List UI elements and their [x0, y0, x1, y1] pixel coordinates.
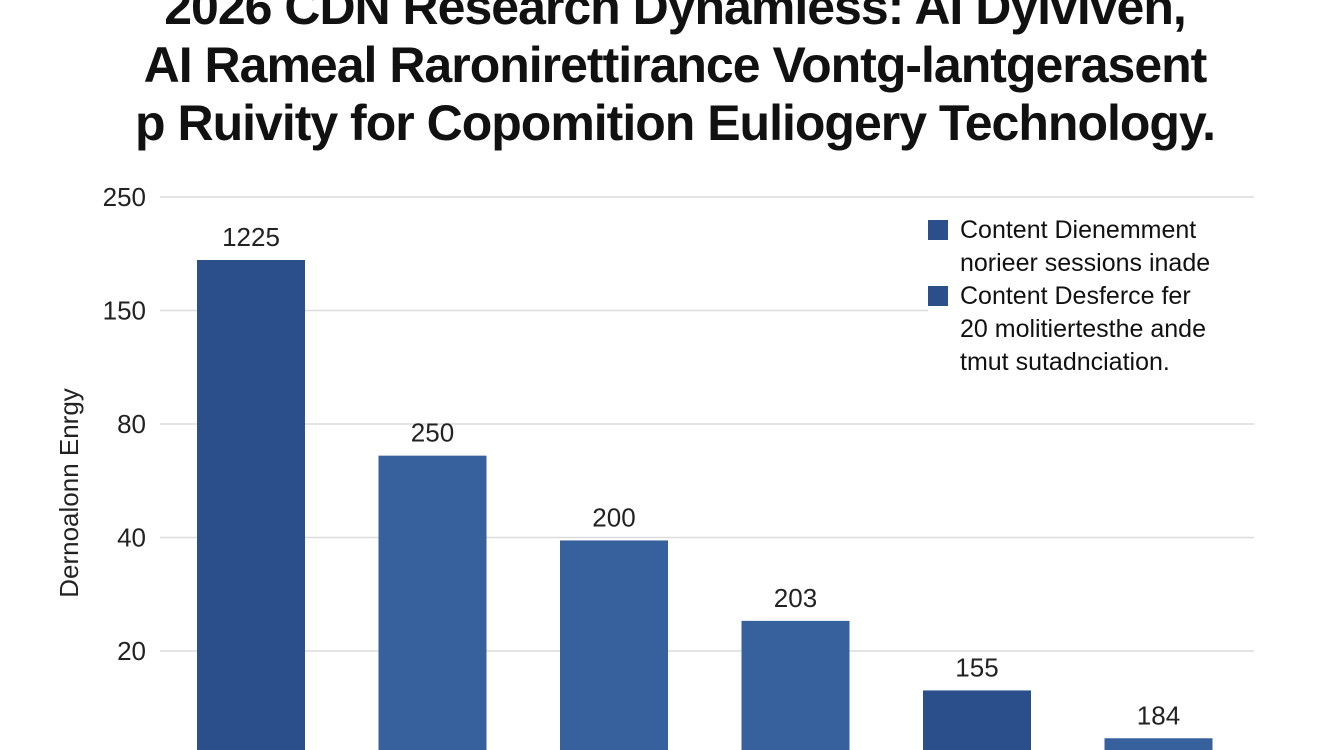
bar: [560, 540, 668, 750]
bar: [741, 620, 850, 750]
legend-item: Content Dienemment norieer sessions inad…: [928, 214, 1288, 280]
title-line-1: 2026 CDN Research Dynamiess: AI Dyiviven…: [164, 0, 1187, 35]
bar-data-label: 184: [1137, 700, 1180, 730]
title-line-3: p Ruivity for Copomition Euliogery Techn…: [135, 95, 1216, 151]
bar-data-label: 155: [955, 652, 998, 682]
y-tick-label: 20: [117, 636, 146, 666]
chart-title: 2026 CDN Research Dynamiess: AI Dyiviven…: [50, 0, 1300, 152]
bar: [197, 260, 305, 750]
y-tick-label: 80: [117, 409, 146, 439]
y-tick-label: 150: [103, 296, 146, 326]
bar: [923, 690, 1031, 750]
legend-item: Content Desferce fer 20 molitiertesthe a…: [928, 280, 1288, 379]
legend-swatch: [928, 286, 948, 306]
y-tick-label: 250: [103, 182, 146, 212]
bar-data-label: 1225: [222, 222, 280, 252]
chart-legend: Content Dienemment norieer sessions inad…: [928, 214, 1288, 379]
legend-label: Content Desferce fer 20 molitiertesthe a…: [960, 282, 1206, 376]
bar: [378, 455, 487, 750]
y-axis-title: Dernoalonn Enrgy: [54, 388, 84, 598]
bar: [1104, 738, 1213, 750]
y-tick-label: 40: [117, 523, 146, 553]
title-line-2: AI Rameal Raronirettirance Vontg-lantger…: [143, 37, 1208, 93]
bar-data-label: 203: [774, 583, 817, 613]
bar-data-label: 200: [592, 502, 635, 532]
legend-label: Content Dienemment norieer sessions inad…: [960, 216, 1211, 277]
bar-data-label: 250: [411, 418, 454, 448]
legend-swatch: [928, 220, 948, 240]
